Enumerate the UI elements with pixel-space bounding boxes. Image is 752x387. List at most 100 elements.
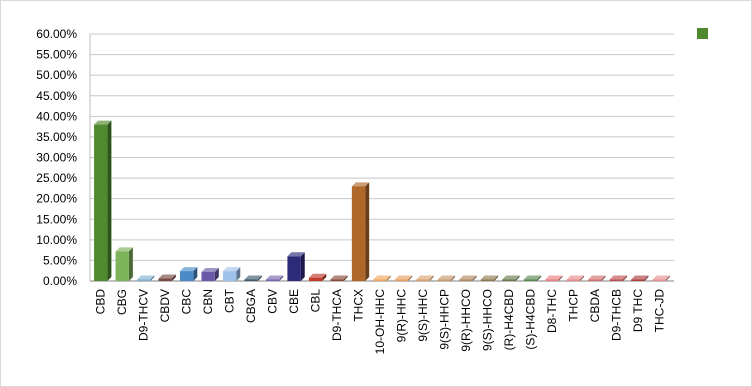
x-tick-label: CBV bbox=[266, 289, 280, 314]
bar-cbda bbox=[588, 275, 606, 281]
bar-top bbox=[394, 275, 413, 280]
bar-top bbox=[351, 182, 370, 187]
bar-top bbox=[137, 275, 155, 280]
bar-side bbox=[236, 267, 241, 281]
bar-side bbox=[472, 275, 477, 281]
bar-front bbox=[137, 279, 151, 281]
bar-top bbox=[222, 267, 241, 272]
bar-front bbox=[94, 124, 108, 281]
bar-top bbox=[566, 275, 584, 280]
bar-9-s-hhco bbox=[480, 275, 499, 281]
bar-cbt bbox=[222, 267, 241, 281]
bar-9-s-hhc bbox=[416, 275, 434, 281]
bar-side bbox=[558, 275, 563, 281]
bar-thc-jd bbox=[652, 275, 670, 281]
x-tick-label: CBC bbox=[180, 289, 194, 315]
y-tick-label: 5.00% bbox=[43, 253, 77, 267]
bar-front bbox=[158, 278, 172, 281]
x-tick-label: CBG bbox=[115, 289, 129, 315]
bar-cbn bbox=[201, 267, 219, 281]
legend-swatch bbox=[697, 28, 708, 39]
y-tick-label: 0.00% bbox=[43, 274, 77, 288]
bar-side bbox=[494, 275, 499, 281]
bar-cbga bbox=[244, 275, 262, 281]
bar-cbd bbox=[94, 120, 112, 281]
bar-top bbox=[287, 252, 305, 257]
bar-side bbox=[537, 275, 542, 281]
bar-top bbox=[545, 275, 563, 280]
bar-cbe bbox=[287, 252, 305, 281]
x-tick-label: 10-OH-HHC bbox=[373, 289, 387, 355]
x-tick-label: CBN bbox=[201, 289, 215, 314]
bar-side bbox=[429, 275, 434, 281]
bar-9-s-hhcp bbox=[437, 275, 456, 281]
bar-side bbox=[451, 275, 456, 281]
y-tick-label: 55.00% bbox=[36, 48, 77, 62]
bar-front bbox=[480, 279, 495, 281]
y-tick-label: 50.00% bbox=[36, 68, 77, 82]
bar-front bbox=[523, 279, 538, 281]
bar-front bbox=[459, 279, 473, 281]
x-tick-label: CBDA bbox=[588, 289, 602, 322]
bar-side bbox=[193, 267, 198, 281]
x-tick-label: D9-THCV bbox=[137, 289, 151, 341]
x-tick-label: CBDV bbox=[158, 289, 172, 322]
y-axis: 0.00% 5.00% 10.00% 15.00% 20.00% 25.00% 30.00%… bbox=[36, 27, 91, 288]
bar-front bbox=[588, 279, 602, 281]
bar-top bbox=[330, 275, 348, 280]
x-tick-label: D9-THCA bbox=[330, 289, 344, 341]
bar-side bbox=[343, 275, 348, 281]
bar-cbc bbox=[180, 267, 198, 281]
legend bbox=[697, 28, 708, 39]
bar-side bbox=[601, 275, 606, 281]
bar-side bbox=[257, 275, 262, 281]
bar-top bbox=[94, 120, 112, 125]
bar-side bbox=[386, 275, 391, 281]
bar-front bbox=[545, 279, 559, 281]
bar-cbdv bbox=[158, 274, 176, 281]
bar-front bbox=[631, 279, 645, 281]
x-tick-label: 9(S)-HHCO bbox=[480, 289, 494, 351]
x-tick-label: CBT bbox=[223, 288, 237, 313]
bar-front bbox=[308, 277, 323, 281]
y-tick-label: 30.00% bbox=[36, 151, 77, 165]
bars bbox=[94, 120, 670, 281]
x-tick-label: CBGA bbox=[244, 289, 258, 323]
bar-side bbox=[214, 267, 219, 281]
bar-side bbox=[579, 275, 584, 281]
bar-top bbox=[502, 275, 520, 280]
bar-side bbox=[107, 120, 112, 281]
y-tick-label: 10.00% bbox=[36, 233, 77, 247]
bar-front bbox=[416, 279, 430, 281]
y-tick-label: 40.00% bbox=[36, 109, 77, 123]
x-tick-label: CBL bbox=[309, 289, 323, 313]
bar-side bbox=[365, 182, 370, 281]
bar--s-h4cbd bbox=[523, 275, 542, 281]
bar-side bbox=[322, 273, 327, 281]
bar-top bbox=[437, 275, 456, 280]
bar-front bbox=[115, 251, 129, 281]
x-tick-label: D8-THC bbox=[545, 289, 559, 333]
bar-top bbox=[115, 247, 133, 252]
bar-front bbox=[287, 256, 301, 281]
x-tick-label: (R)-H4CBD bbox=[502, 289, 516, 351]
bar-side bbox=[515, 275, 520, 281]
bar-top bbox=[308, 273, 327, 278]
bar-top bbox=[523, 275, 542, 280]
bar-top bbox=[652, 275, 670, 280]
bar-front bbox=[244, 279, 258, 281]
bar-front bbox=[373, 279, 387, 281]
bar-front bbox=[265, 279, 280, 281]
bar-front bbox=[609, 279, 623, 281]
x-tick-label: D9-THCB bbox=[609, 289, 623, 341]
bar-front bbox=[222, 271, 237, 281]
y-tick-label: 35.00% bbox=[36, 130, 77, 144]
bar-front bbox=[351, 186, 366, 281]
bar-front bbox=[201, 271, 215, 281]
gridlines bbox=[90, 33, 674, 282]
bar-d9-thc bbox=[631, 275, 649, 281]
bar-cbv bbox=[265, 275, 284, 281]
bar-thcp bbox=[566, 275, 584, 281]
bar-side bbox=[408, 275, 413, 281]
